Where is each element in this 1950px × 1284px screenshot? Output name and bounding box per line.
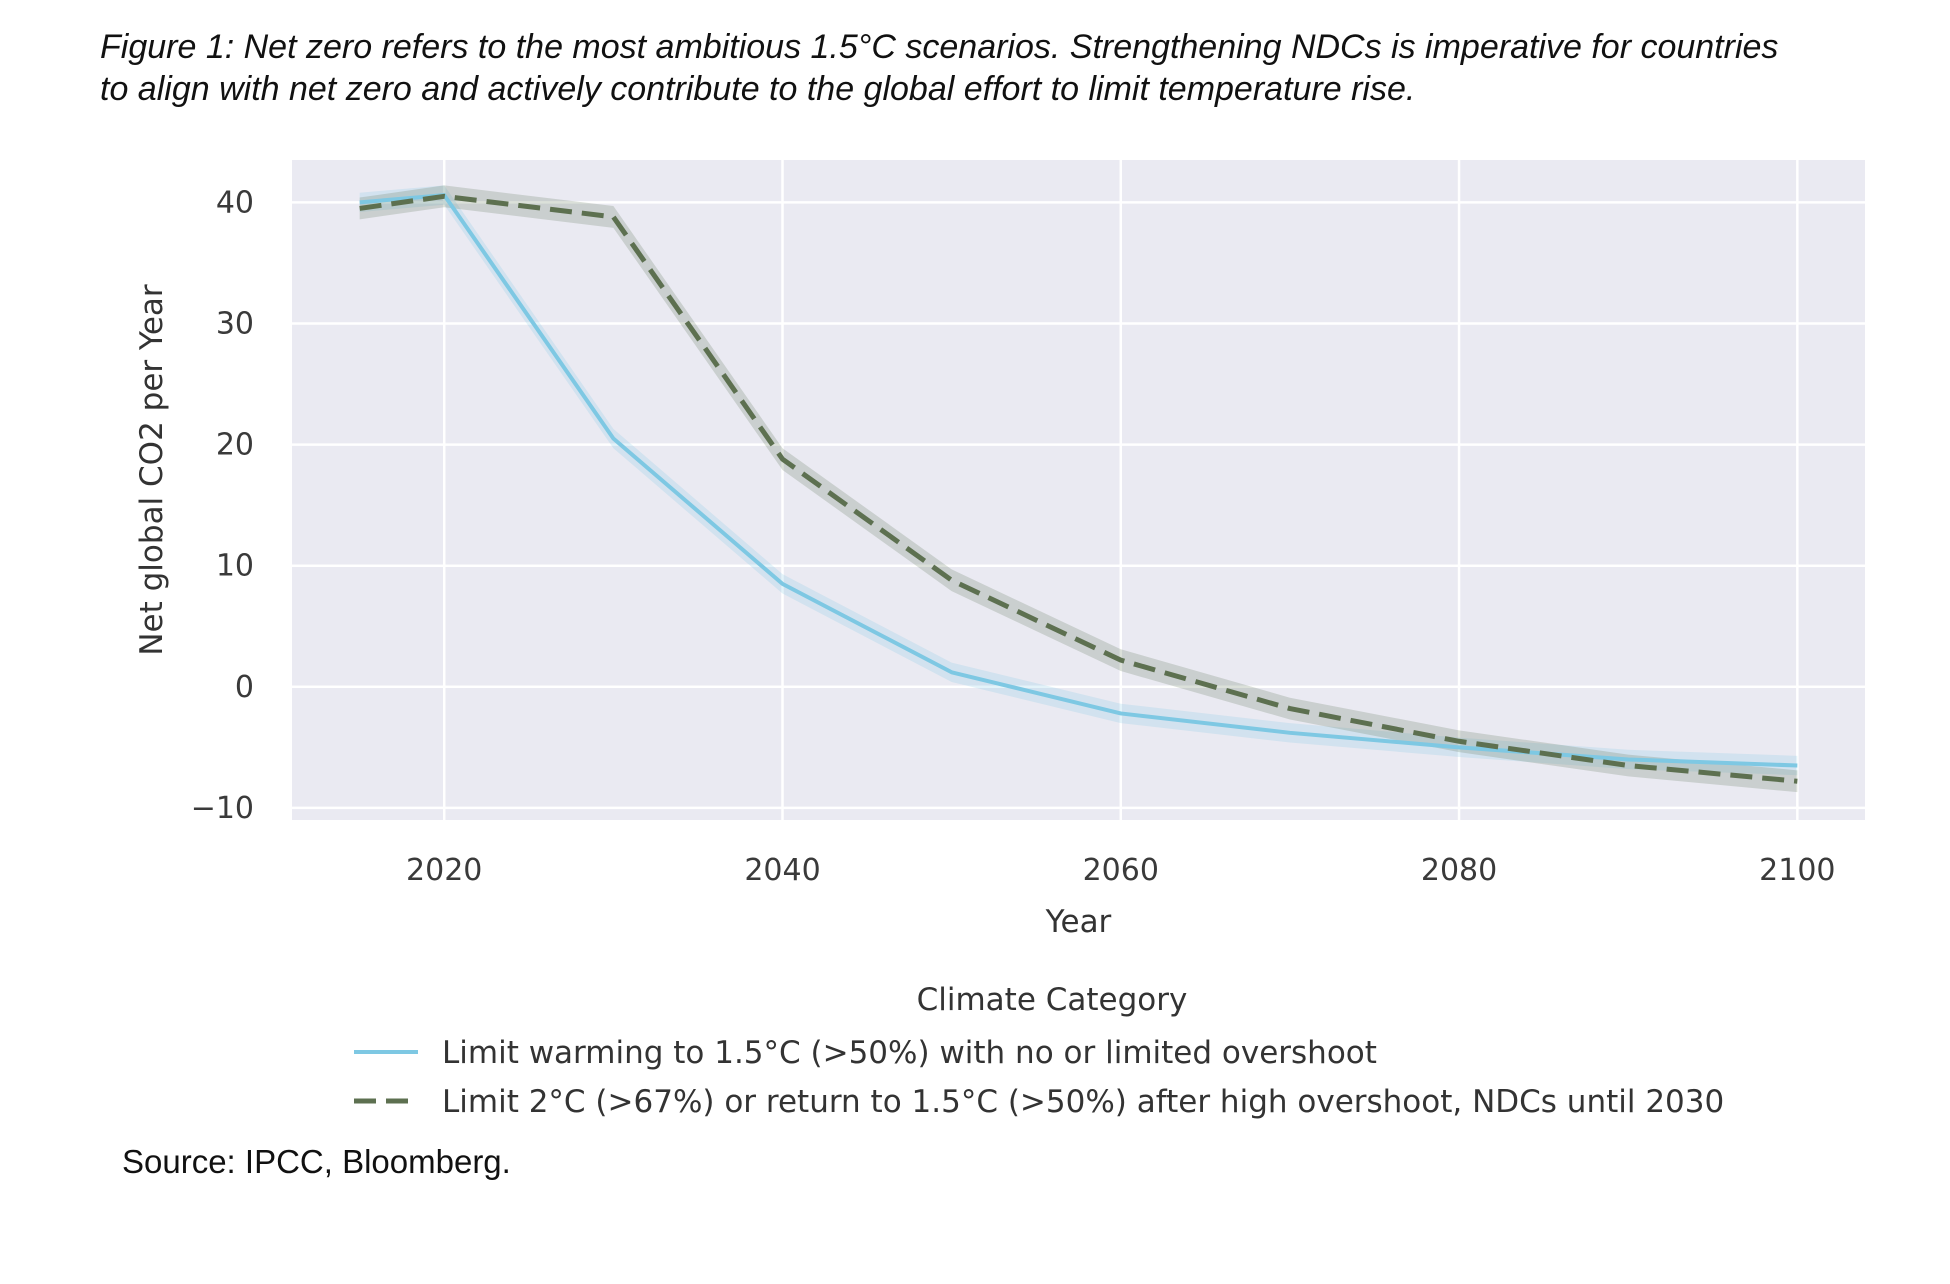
caption-line-2: to align with net zero and actively cont… [100,70,1416,108]
legend-label-limit-2c: Limit 2°C (>67%) or return to 1.5°C (>50… [442,1084,1724,1120]
x-tick-label: 2100 [1759,853,1835,888]
y-tick-label: −10 [191,791,254,826]
y-tick-label: 0 [235,670,254,705]
legend-title: Climate Category [917,982,1188,1018]
x-tick-label: 2020 [406,853,482,888]
x-tick-label: 2040 [744,853,820,888]
x-tick-label: 2080 [1421,853,1497,888]
y-axis-label: Net global CO2 per Year [134,284,170,656]
y-tick-label: 30 [216,306,254,341]
tick-labels: 2020 2040 2060 2080 2100 −10 0 10 20 30 40 [191,185,1836,888]
series-line-1 [359,193,1798,784]
legend-label-limit-1-5c: Limit warming to 1.5°C (>50%) with no or… [442,1035,1377,1071]
x-tick-label: 2060 [1083,853,1159,888]
y-tick-label: 10 [216,549,254,584]
source-note: Source: IPCC, Bloomberg. [122,1143,511,1180]
caption-line-1: Figure 1: Net zero refers to the most am… [100,28,1779,66]
y-tick-label: 40 [216,185,254,220]
y-tick-label: 20 [216,428,254,463]
figure-caption: Figure 1: Net zero refers to the most am… [100,26,1900,110]
plot-background [292,160,1865,820]
legend: Climate Category Limit warming to 1.5°C … [354,982,1724,1120]
grid [292,160,1865,820]
series-lines [359,193,1798,784]
x-axis-label: Year [1045,904,1112,940]
